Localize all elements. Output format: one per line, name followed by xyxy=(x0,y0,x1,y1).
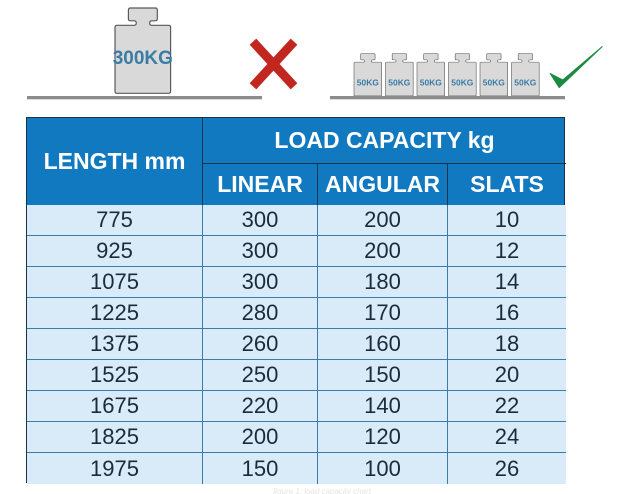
svg-text:50KG: 50KG xyxy=(357,77,380,87)
svg-text:50KG: 50KG xyxy=(388,77,411,87)
svg-text:50KG: 50KG xyxy=(451,77,474,87)
svg-text:50KG: 50KG xyxy=(420,77,443,87)
svg-text:50KG: 50KG xyxy=(514,77,537,87)
svg-text:50KG: 50KG xyxy=(483,77,506,87)
svg-text:300KG: 300KG xyxy=(113,48,173,69)
